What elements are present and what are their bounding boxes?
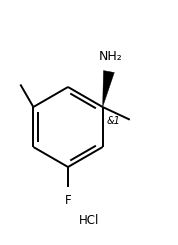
Polygon shape	[103, 71, 114, 107]
Text: &1: &1	[107, 116, 121, 126]
Text: NH₂: NH₂	[99, 49, 123, 62]
Text: F: F	[65, 194, 71, 207]
Text: HCl: HCl	[79, 213, 99, 226]
